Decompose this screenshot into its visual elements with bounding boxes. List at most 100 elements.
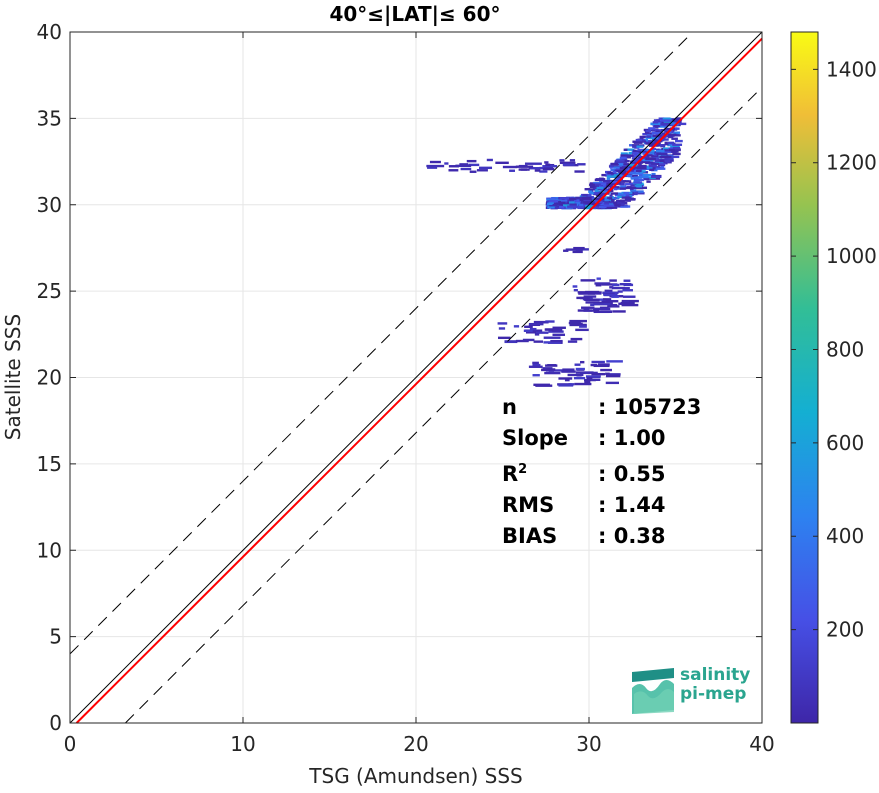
density-cell (633, 176, 643, 179)
density-cell (656, 151, 663, 154)
density-cell (567, 199, 576, 203)
density-cell (559, 161, 576, 165)
density-cell (637, 152, 642, 156)
logo-line2: pi-mep (680, 684, 747, 704)
density-cell (448, 169, 459, 172)
density-cell (645, 157, 656, 161)
density-cell (652, 134, 659, 138)
density-cell (558, 384, 574, 387)
density-cell (574, 170, 585, 173)
density-cell (671, 137, 678, 140)
density-cell (643, 177, 650, 181)
density-cell (595, 203, 600, 206)
density-cell (626, 174, 632, 178)
density-cell (559, 205, 565, 209)
y-tick-label: 25 (37, 279, 62, 303)
colorbar (790, 31, 819, 724)
density-cell (565, 197, 575, 201)
density-cell (643, 148, 649, 152)
density-cell (575, 196, 583, 200)
density-cell (504, 340, 518, 343)
density-cell (585, 375, 601, 378)
density-cell (625, 194, 630, 197)
density-cell (672, 146, 681, 150)
density-cell (623, 300, 629, 303)
density-cell (648, 127, 656, 130)
density-cell (661, 150, 672, 154)
density-cell (633, 145, 644, 148)
density-cell (664, 142, 669, 146)
density-cell (618, 182, 625, 186)
density-cell (594, 282, 611, 285)
density-cell (546, 202, 553, 206)
density-cell (635, 169, 642, 173)
density-cell (569, 159, 576, 162)
density-cell (459, 163, 469, 166)
density-cell (664, 160, 671, 163)
density-cell (584, 188, 591, 191)
density-cell (657, 163, 666, 167)
density-cell (623, 163, 630, 166)
density-cell (528, 365, 543, 368)
density-cell (545, 320, 555, 323)
density-cell (580, 196, 592, 200)
logo-line1: salinity (680, 665, 751, 685)
regression-line-full (75, 37, 763, 724)
density-cell (673, 131, 681, 134)
density-cell (623, 191, 630, 195)
density-cell (621, 201, 628, 205)
x-axis-label: TSG (Amundsen) SSS (309, 764, 523, 788)
colorbar-tick-label: 1400 (826, 57, 877, 81)
density-cell (539, 170, 548, 173)
density-cell (572, 285, 578, 288)
density-cell (602, 298, 612, 301)
density-cell (444, 162, 449, 165)
density-cell (584, 380, 591, 384)
density-cell (562, 368, 575, 371)
density-cell (600, 182, 607, 185)
density-cell (633, 181, 642, 184)
density-cell (621, 203, 625, 206)
density-cell (529, 327, 537, 331)
density-cell (592, 183, 602, 186)
density-cell (597, 363, 610, 366)
density-cell (552, 333, 566, 336)
density-cell (639, 135, 649, 139)
density-cell (606, 360, 623, 363)
x-tick-label: 40 (749, 732, 774, 756)
density-cell (650, 147, 657, 151)
density-cell (634, 185, 642, 188)
density-cell (570, 337, 583, 341)
stat-rms: RMS: 1.44 (502, 493, 666, 517)
density-cell (632, 145, 637, 148)
density-cell (596, 277, 601, 280)
density-cell (628, 166, 633, 169)
density-cell (533, 320, 548, 324)
density-cell (579, 296, 590, 300)
density-cell (662, 147, 669, 150)
density-cell (657, 142, 661, 145)
y-tick-label: 15 (37, 452, 62, 476)
density-cell (643, 155, 650, 158)
density-cell (645, 129, 652, 133)
density-cell (633, 141, 643, 144)
density-cell (640, 157, 648, 160)
density-cell (585, 301, 600, 304)
density-cell (591, 360, 605, 364)
density-cell (581, 306, 595, 309)
density-cell (613, 201, 622, 205)
density-cell (653, 153, 658, 156)
upper-bound-line (69, 31, 694, 655)
density-cell (515, 339, 529, 343)
density-cell (637, 148, 648, 152)
density-cell (604, 198, 609, 202)
density-cell (668, 133, 677, 136)
density-cell (558, 377, 573, 380)
density-cell (648, 132, 653, 135)
density-cell (560, 199, 568, 202)
density-cell (640, 170, 646, 173)
density-cell (544, 161, 549, 164)
stats-box: n: 105723 Slope: 1.00 R2: 0.55 RMS: 1.44… (502, 392, 701, 552)
density-cell (646, 166, 653, 170)
density-cell (590, 206, 600, 209)
